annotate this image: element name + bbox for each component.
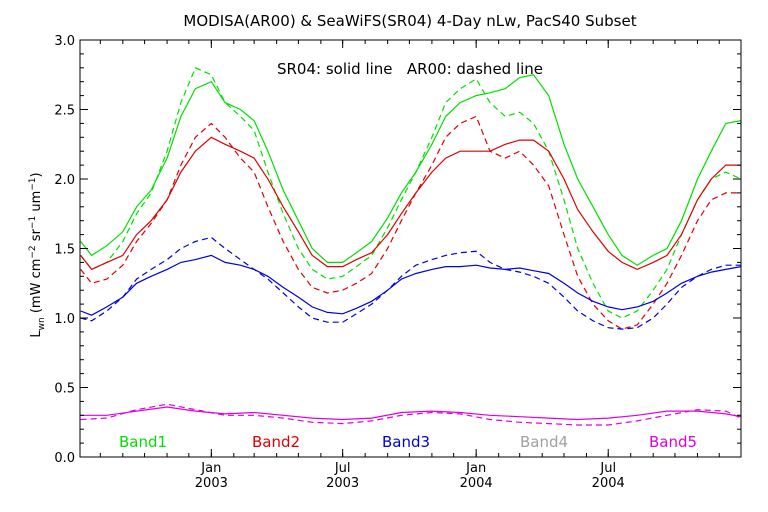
y-axis-label-part: ) (29, 172, 44, 177)
y-axis-label-part: sr (29, 228, 44, 245)
series-band1-dashed (80, 67, 741, 319)
y-axis-label-part: wn (37, 317, 47, 330)
x-tick-month: Jan (200, 461, 221, 476)
legend-band5: Band5 (649, 433, 697, 451)
legend: Band1 Band2 Band3 Band4 Band5 (119, 433, 697, 451)
y-axis-label-part: L (29, 330, 44, 338)
series-band5-solid (80, 406, 741, 421)
legend-band2: Band2 (252, 433, 300, 451)
x-tick-year: 2004 (460, 476, 493, 491)
series-band5-dashed (80, 403, 741, 426)
y-tick-label: 0.0 (54, 451, 75, 466)
x-tick-month: Jul (334, 461, 351, 476)
series-band2-solid (80, 136, 741, 271)
legend-band3: Band3 (382, 433, 430, 451)
y-axis-label-part: um (29, 191, 44, 216)
series-band1-solid (80, 74, 741, 266)
series-layer (80, 67, 741, 426)
y-tick-label: 1.5 (54, 243, 75, 258)
legend-band4: Band4 (520, 433, 568, 451)
y-tick-label: 3.0 (54, 34, 75, 49)
series-band3-dashed (80, 236, 741, 330)
x-tick-month: Jul (599, 461, 616, 476)
series-band3-solid (80, 254, 741, 316)
y-axis: 0.0 0.5 1.0 1.5 2.0 2.5 3.0 (54, 34, 741, 466)
x-tick-month: Jan (465, 461, 486, 476)
x-tick-year: 2003 (326, 476, 359, 491)
y-axis-label-part: (mW cm (29, 259, 44, 318)
line-style-note: SR04: solid line AR00: dashed line (277, 60, 543, 78)
y-axis-label-part: −1 (28, 216, 38, 229)
x-tick-year: 2003 (195, 476, 228, 491)
y-tick-label: 1.0 (54, 312, 75, 327)
y-tick-label: 2.5 (54, 104, 75, 119)
y-axis-label-part: −1 (28, 177, 38, 190)
legend-band1: Band1 (119, 433, 167, 451)
y-axis-label: Lwn (mW cm−2 sr−1 um−1) (28, 172, 47, 337)
plot-frame (79, 39, 742, 458)
y-axis-label-part: −2 (28, 245, 38, 258)
x-tick-year: 2004 (592, 476, 625, 491)
y-tick-label: 2.0 (54, 173, 75, 188)
series-band2-dashed (80, 115, 741, 330)
chart-title: MODISA(AR00) & SeaWiFS(SR04) 4-Day nLw, … (183, 12, 636, 30)
y-tick-label: 0.5 (54, 382, 75, 397)
